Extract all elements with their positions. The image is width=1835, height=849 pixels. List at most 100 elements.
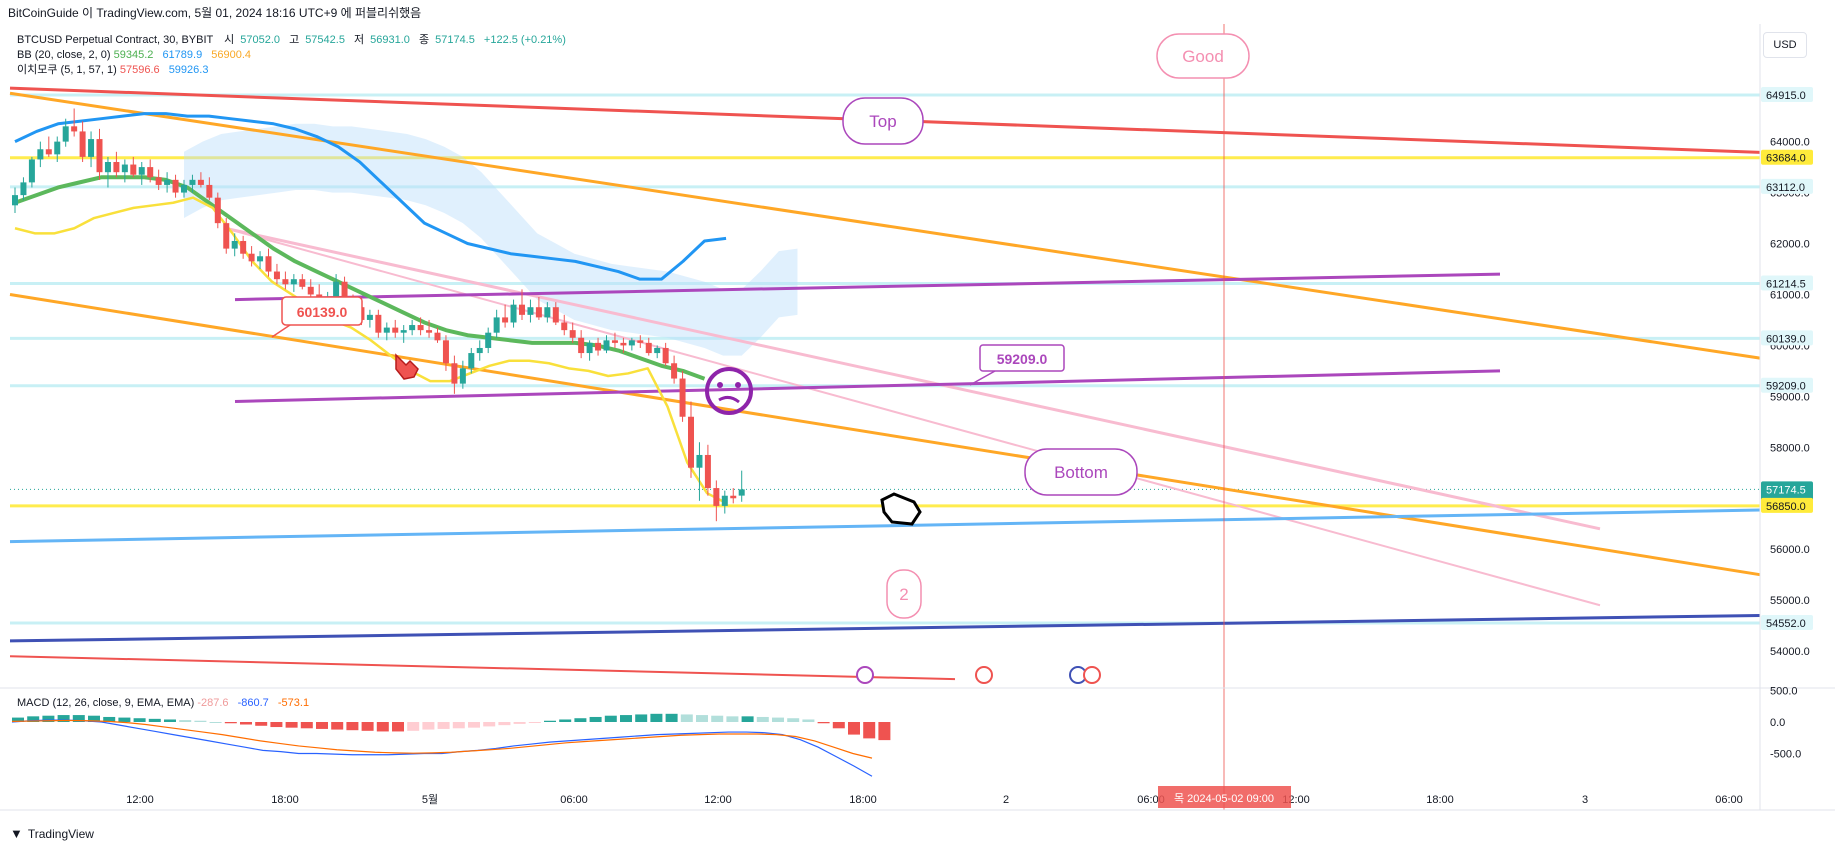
footer-brand-label: TradingView [27, 826, 94, 841]
candle-body [257, 256, 264, 262]
candle [307, 279, 314, 300]
trendline-pink-upper[interactable] [224, 226, 1601, 531]
macd-histogram-bar [741, 716, 754, 722]
trendline-red-top[interactable] [9, 86, 1761, 154]
economic-event-icon[interactable] [975, 666, 993, 684]
annotation-callout[interactable]: Bottom [1024, 448, 1138, 496]
bb-legend[interactable]: BB (20, close, 2, 0) 59345.2 61789.9 569… [17, 48, 257, 63]
candle [671, 355, 678, 384]
economic-event-icon[interactable] [1069, 666, 1087, 684]
ichimoku-legend[interactable]: 이치모쿠 (5, 1, 57, 1) 57596.6 59926.3 [17, 63, 214, 78]
candle-body [688, 416, 694, 468]
candle-body [282, 279, 289, 285]
trendline-pink-lower[interactable] [224, 227, 1601, 607]
trendline-orange-lower[interactable] [9, 292, 1761, 577]
macd-tick-label: 0.0 [1770, 717, 1785, 729]
bb-basis-value: 59345.2 [113, 49, 154, 61]
trendline-red-bottom[interactable] [9, 655, 956, 681]
trendline-orange-upper[interactable] [9, 91, 1761, 360]
candle-body [535, 307, 542, 318]
annotation-callout[interactable]: Good [1156, 33, 1250, 79]
candle-body [333, 281, 340, 298]
candle [611, 332, 618, 348]
trendline-purple-lower[interactable] [234, 369, 1501, 403]
candle-body [468, 353, 475, 369]
price-label-box [1761, 275, 1813, 291]
pointing-hand-icon [880, 492, 922, 526]
macd-histogram-bar [57, 715, 70, 722]
candle-body [595, 342, 602, 351]
callout-pointer [969, 370, 996, 386]
candle-body [442, 340, 449, 364]
candle [586, 340, 593, 361]
crosshair-time-box [1158, 786, 1291, 808]
callout-text: Top [869, 112, 896, 131]
macd-histogram-bar [650, 713, 663, 722]
annotation-callout[interactable]: 59209.0 [979, 344, 1065, 372]
confused-face-eye [735, 382, 741, 388]
macd-histogram-bar [832, 722, 845, 729]
annotation-callout[interactable]: Top [842, 97, 924, 145]
candle [290, 274, 297, 292]
economic-event-icon[interactable] [856, 666, 874, 684]
trendline-purple-upper[interactable] [234, 272, 1501, 302]
price-label-box [1761, 149, 1813, 165]
candle [12, 187, 18, 213]
footer-brand[interactable]: ▼ TradingView [10, 826, 94, 841]
annotation-callout[interactable]: 60139.0 [281, 296, 363, 326]
candle-body [493, 317, 500, 333]
candle-body [637, 340, 644, 343]
macd-histogram-bar [604, 715, 617, 722]
candle [88, 131, 95, 168]
currency-button[interactable]: USD [1763, 32, 1807, 58]
candle [130, 156, 137, 178]
candle [442, 335, 449, 371]
macd-histogram-bar [392, 722, 404, 732]
candle [662, 342, 669, 366]
price-label-box [1761, 615, 1813, 630]
bb-lower-value: 56900.4 [211, 49, 252, 61]
price-tick-label: 56000.0 [1770, 544, 1810, 556]
candle-body [654, 347, 661, 354]
symbol-legend[interactable]: BTCUSD Perpetual Contract, 30, BYBIT 시 57… [17, 33, 572, 48]
candle [409, 319, 416, 336]
candle-body [172, 179, 179, 193]
candle [358, 302, 365, 326]
macd-signal-line [11, 719, 873, 759]
candle [688, 401, 694, 478]
time-tick-label: 2 [1003, 794, 1009, 806]
bb-upper-line [14, 112, 727, 281]
candle [37, 141, 44, 168]
candle-body [645, 342, 652, 354]
annotation-callout[interactable]: 2 [886, 569, 922, 619]
candle [197, 172, 204, 188]
candle-body [164, 179, 171, 185]
callout-pointer [271, 324, 291, 338]
callout-box [281, 296, 363, 326]
trendline-blue[interactable] [9, 508, 1761, 544]
candle-body [12, 195, 18, 206]
candle-body [721, 495, 728, 506]
candle [62, 118, 69, 147]
candle-body [375, 314, 382, 333]
price-label-value: 63112.0 [1766, 182, 1805, 194]
ichimoku-b-value: 59926.3 [168, 64, 209, 76]
candle [28, 156, 35, 188]
trendline-navy[interactable] [9, 613, 1761, 643]
price-tick-label: 63000.0 [1770, 188, 1810, 200]
candle [316, 284, 323, 310]
candle [552, 302, 559, 326]
macd-legend[interactable]: MACD (12, 26, close, 9, EMA, EMA) -287.6… [17, 696, 315, 711]
candle [637, 335, 644, 348]
macd-histogram-bar [72, 715, 85, 722]
candle-body [181, 184, 187, 193]
candle-body [299, 279, 306, 287]
candle [206, 177, 213, 201]
candle-body [316, 294, 323, 303]
economic-event-icon[interactable] [1083, 666, 1101, 684]
price-tick-label: 54000.0 [1770, 646, 1810, 658]
candle-body [147, 167, 154, 178]
candle-body [138, 167, 145, 175]
price-tick-label: 62000.0 [1770, 239, 1810, 251]
